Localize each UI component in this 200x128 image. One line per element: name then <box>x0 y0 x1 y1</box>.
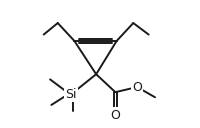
Text: O: O <box>132 81 142 94</box>
Text: O: O <box>110 109 120 122</box>
Text: Si: Si <box>65 88 76 101</box>
